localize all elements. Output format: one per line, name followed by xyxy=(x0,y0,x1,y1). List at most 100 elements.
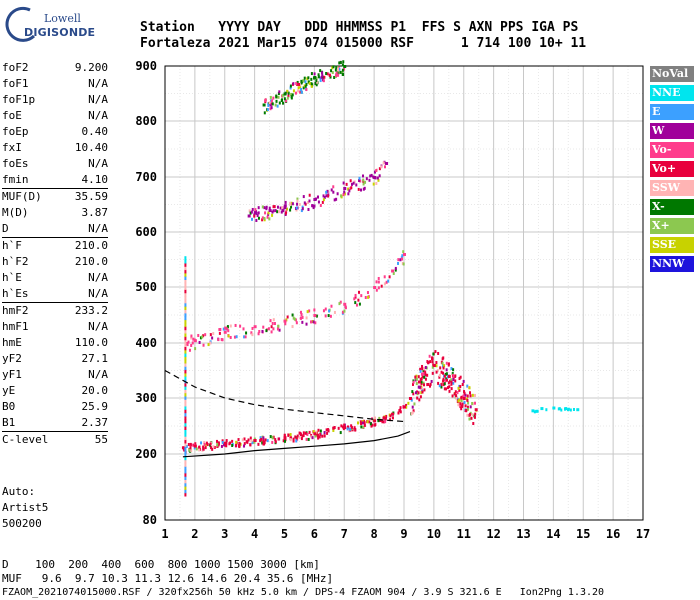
echo-point xyxy=(558,407,561,411)
echo-point xyxy=(350,424,353,428)
echo-point xyxy=(271,321,274,325)
echo-point xyxy=(431,371,434,375)
echo-point xyxy=(354,427,357,431)
echo-point xyxy=(421,390,424,394)
echo-point xyxy=(322,198,325,202)
echo-point xyxy=(362,187,365,191)
echo-point xyxy=(315,79,318,83)
echo-point xyxy=(342,181,345,185)
echo-point xyxy=(184,272,187,277)
echo-point xyxy=(471,401,474,405)
x-tick-label: 7 xyxy=(341,527,348,541)
param-key: foEp xyxy=(2,125,29,138)
footer-file-info: FZAOM_2021074015000.RSF / 320fx256h 50 k… xyxy=(2,587,605,598)
echo-point xyxy=(462,394,465,398)
echo-point xyxy=(184,266,187,271)
echo-point xyxy=(366,420,369,424)
echo-point xyxy=(442,366,445,370)
param-value: 233.2 xyxy=(74,304,108,317)
echo-point xyxy=(184,362,187,367)
echo-point xyxy=(461,382,464,386)
echo-point xyxy=(291,93,294,97)
echo-point xyxy=(189,442,192,446)
echo-point xyxy=(276,205,279,209)
echo-point xyxy=(377,286,380,290)
echo-point xyxy=(198,448,201,452)
echo-point xyxy=(323,75,326,79)
echo-point xyxy=(278,90,281,94)
echo-point xyxy=(423,388,426,392)
echo-point xyxy=(317,436,320,440)
echo-point xyxy=(368,178,371,182)
echo-point xyxy=(184,256,187,261)
echo-point xyxy=(305,88,308,92)
param-row: h`F 210.0 xyxy=(2,237,108,254)
echo-point xyxy=(378,174,381,178)
echo-point xyxy=(187,340,190,344)
echo-point xyxy=(192,337,195,341)
echo-point xyxy=(270,325,273,329)
data-point xyxy=(253,325,257,329)
echo-point xyxy=(198,340,201,344)
echo-point xyxy=(184,329,187,334)
param-value: N/A xyxy=(88,320,108,333)
logo-text-digisonde: DIGISONDE xyxy=(24,26,96,39)
echo-point xyxy=(311,436,314,440)
echo-point xyxy=(295,321,298,325)
param-key: foE xyxy=(2,109,22,122)
echo-point xyxy=(306,77,309,81)
echo-point xyxy=(341,70,344,74)
echo-point xyxy=(378,167,381,171)
echo-point xyxy=(317,428,320,432)
data-point xyxy=(403,253,406,256)
echo-point xyxy=(306,310,309,314)
echo-point xyxy=(431,360,434,364)
echo-point xyxy=(296,197,299,201)
echo-point xyxy=(260,437,263,441)
echo-point xyxy=(328,73,331,77)
echo-point xyxy=(353,426,356,430)
echo-point xyxy=(184,269,187,274)
echo-point xyxy=(220,444,223,448)
echo-point xyxy=(184,366,187,371)
echo-point xyxy=(322,79,325,83)
echo-point xyxy=(420,372,423,376)
echo-point xyxy=(284,204,287,208)
series-trace xyxy=(408,350,478,426)
echo-point xyxy=(184,439,187,444)
echo-point xyxy=(443,374,446,378)
echo-point xyxy=(361,421,364,425)
echo-point xyxy=(282,101,285,105)
echo-point xyxy=(330,69,333,73)
echo-point xyxy=(401,257,404,261)
logo-text-lowell: Lowell xyxy=(44,12,81,25)
echo-point xyxy=(426,383,429,387)
echo-point xyxy=(407,401,410,405)
echo-point xyxy=(422,367,425,371)
echo-point xyxy=(190,343,193,347)
echo-point xyxy=(431,365,434,369)
data-point xyxy=(193,444,197,448)
echo-point xyxy=(451,394,454,398)
echo-point xyxy=(367,295,370,299)
echo-point xyxy=(289,84,292,88)
param-value: N/A xyxy=(88,109,108,122)
echo-point xyxy=(289,203,292,207)
echo-point xyxy=(256,214,259,218)
data-point xyxy=(462,397,466,400)
legend-item: X- xyxy=(650,199,694,215)
param-key: yF2 xyxy=(2,352,22,365)
param-row: hmF1 N/A xyxy=(2,319,108,335)
param-value: 25.9 xyxy=(81,400,109,413)
echo-point xyxy=(272,205,275,209)
echo-point xyxy=(267,103,270,107)
echo-point xyxy=(338,61,341,65)
echo-point xyxy=(441,361,444,365)
echo-point xyxy=(184,402,187,407)
echo-point xyxy=(450,378,453,382)
echo-point xyxy=(332,185,335,189)
echo-point xyxy=(184,309,187,314)
echo-point xyxy=(290,95,293,99)
header-values: Fortaleza 2021 Mar15 074 015000 RSF 1 71… xyxy=(140,36,587,51)
data-point xyxy=(313,432,317,436)
